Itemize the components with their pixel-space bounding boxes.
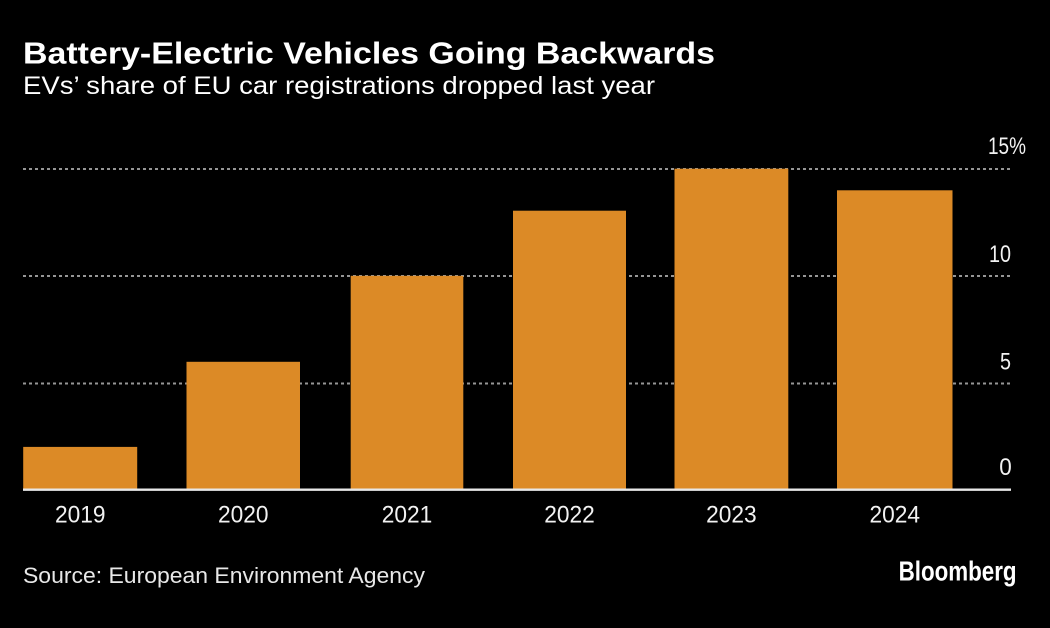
svg-text:15%: 15% (988, 133, 1026, 160)
svg-text:Battery-Electric Vehicles Goin: Battery-Electric Vehicles Going Backward… (23, 35, 715, 70)
svg-text:Bloomberg: Bloomberg (899, 556, 1017, 587)
svg-text:5: 5 (1000, 349, 1011, 376)
svg-text:2020: 2020 (218, 501, 269, 528)
svg-text:EVs’ share of EU car registrat: EVs’ share of EU car registrations dropp… (23, 72, 655, 100)
svg-text:10: 10 (989, 241, 1011, 268)
svg-text:2022: 2022 (544, 501, 595, 528)
svg-text:Source: European Environment A: Source: European Environment Agency (23, 563, 425, 588)
svg-text:2019: 2019 (55, 501, 106, 528)
svg-text:0: 0 (999, 454, 1012, 481)
svg-text:2023: 2023 (706, 501, 757, 528)
svg-text:2024: 2024 (869, 501, 920, 528)
svg-text:2021: 2021 (382, 501, 433, 528)
